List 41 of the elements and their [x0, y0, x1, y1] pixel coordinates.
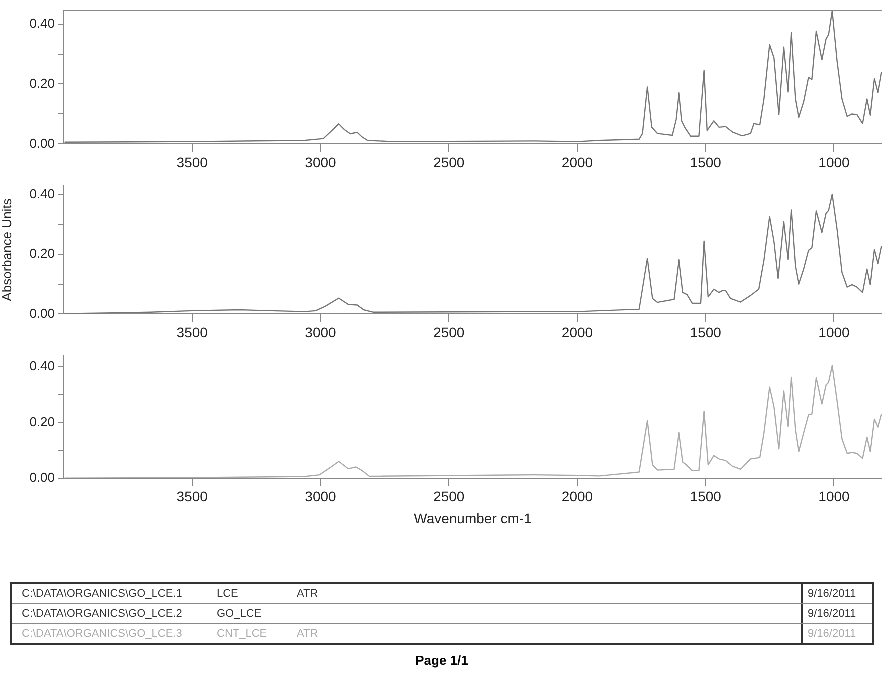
y-tick-label: 0.40 — [30, 16, 55, 31]
text: LCE — [217, 588, 240, 600]
x-tick-label: 3000 — [305, 324, 337, 340]
x-tick-label: 2000 — [562, 324, 594, 340]
text: CNT_LCE — [217, 628, 268, 640]
y-tick-label: 0.40 — [30, 186, 55, 202]
x-tick-label: 3000 — [305, 488, 337, 505]
text: Page 1/1 — [414, 653, 470, 668]
x-tick-label: 1500 — [690, 324, 722, 340]
x-tick-label: 1500 — [690, 154, 722, 170]
text: C:\DATA\ORGANICS\GO_LCE.3 — [22, 628, 184, 640]
text: GO_LCE — [217, 608, 263, 620]
text: 9/16/2011 — [801, 624, 872, 643]
x-tick-label: 3500 — [176, 324, 208, 340]
y-tick-label: 0.20 — [30, 76, 55, 91]
x-axis-title: Wavenumber cm-1 — [414, 510, 532, 526]
x-tick-label: 2000 — [562, 488, 594, 505]
x-tick-label: 2000 — [562, 154, 594, 170]
text: 9/16/2011 — [801, 584, 872, 603]
x-tick-label: 2500 — [434, 154, 465, 170]
text: 9/16/2011 — [801, 604, 872, 623]
y-axis-title: Absorbance Units — [0, 198, 14, 302]
x-tick-label: 2500 — [434, 324, 465, 340]
y-tick-label: 0.20 — [30, 246, 55, 262]
x-tick-label: 3500 — [176, 488, 208, 505]
y-tick-label: 0.00 — [30, 306, 55, 321]
y-tick-label: 0.00 — [30, 136, 55, 151]
y-tick-label: 0.40 — [30, 358, 55, 374]
x-tick-label: 3500 — [176, 154, 208, 170]
x-tick-label: 3000 — [305, 154, 337, 170]
x-tick-label: 1500 — [690, 488, 722, 505]
x-tick-label: 1000 — [818, 324, 850, 340]
y-tick-label: 0.00 — [30, 470, 55, 485]
text: ATR — [297, 588, 320, 600]
text: C:\DATA\ORGANICS\GO_LCE.2 — [22, 608, 184, 620]
y-tick-label: 0.20 — [30, 414, 55, 430]
x-tick-label: 1000 — [818, 154, 850, 170]
text: C:\DATA\ORGANICS\GO_LCE.1 — [22, 588, 184, 600]
x-tick-label: 2500 — [434, 488, 465, 505]
x-tick-label: 1000 — [818, 488, 850, 505]
text: ATR — [297, 628, 320, 640]
